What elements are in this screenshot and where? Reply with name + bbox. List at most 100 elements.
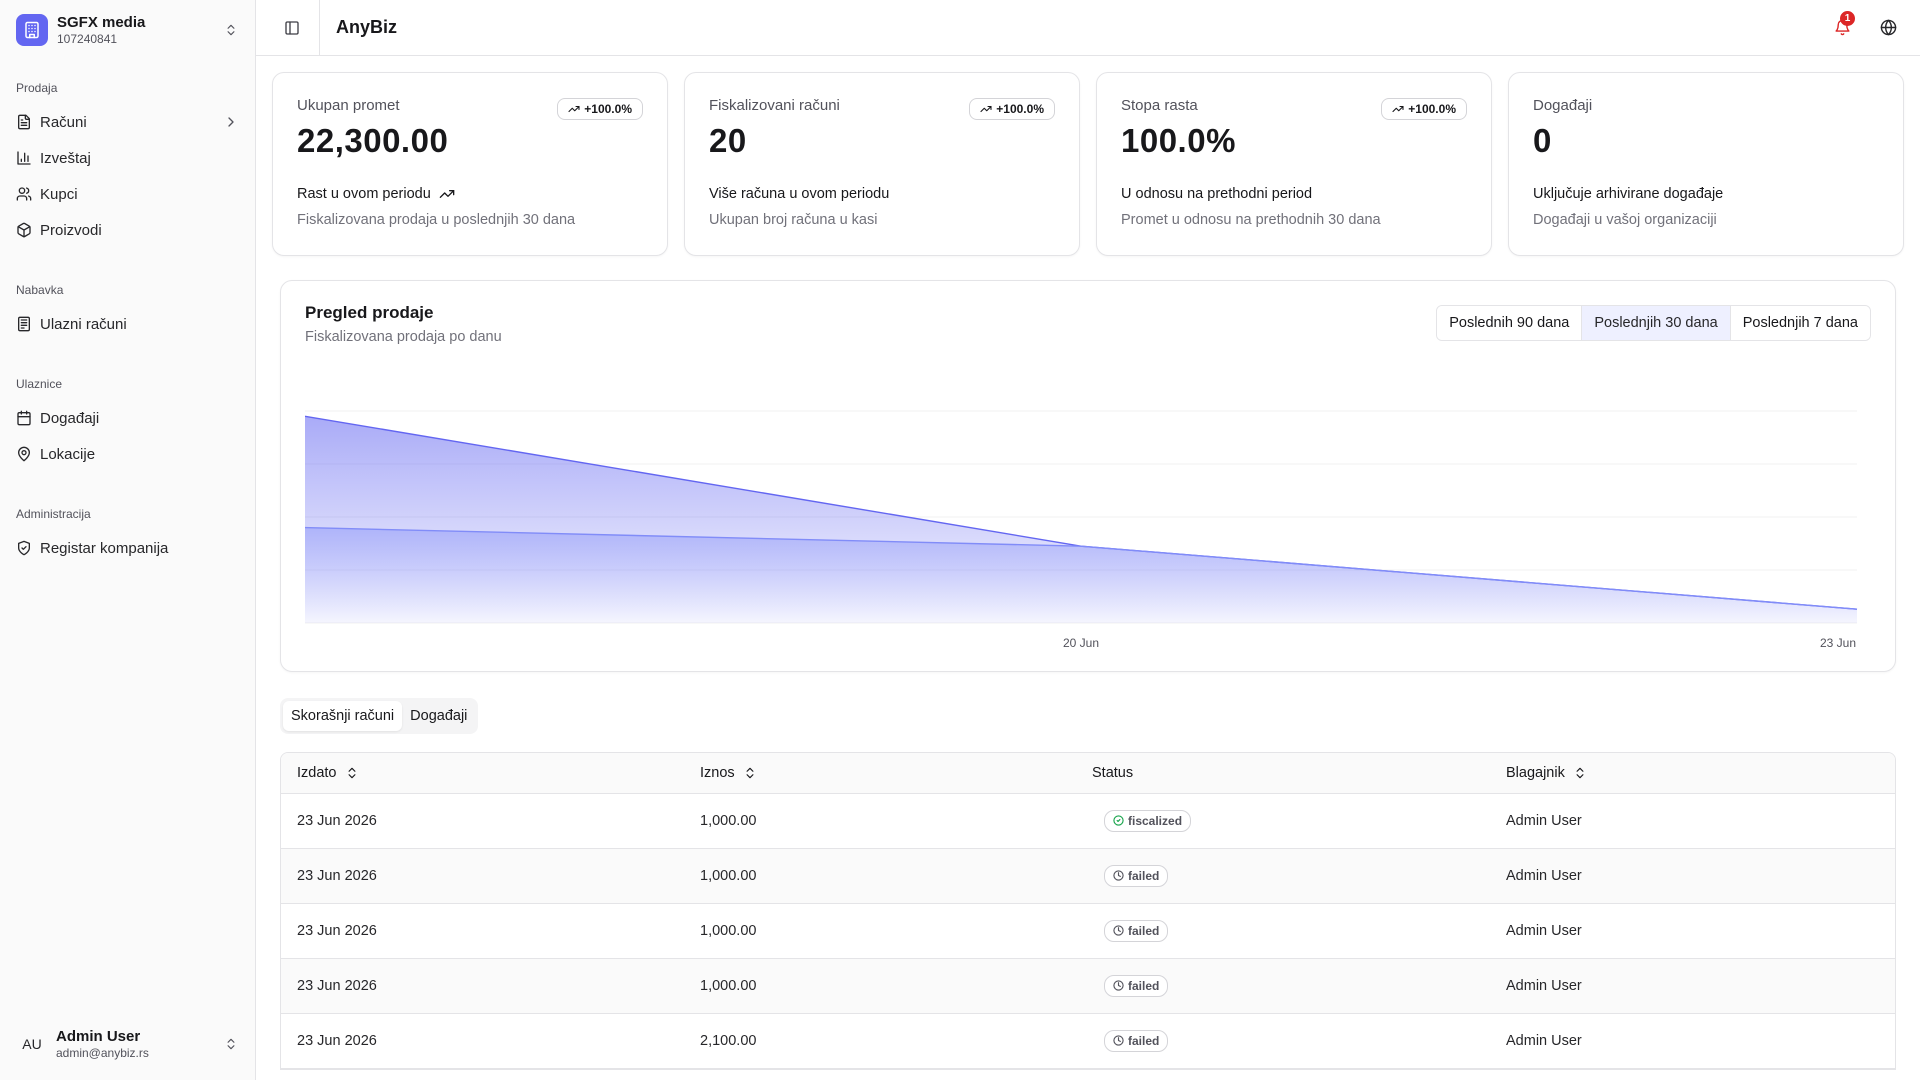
table-row[interactable]: 23 Jun 2026 1,000.00 failed Admin User	[281, 848, 1895, 903]
cell-amount: 1,000.00	[700, 922, 757, 939]
stat-footer-desc: Fiskalizovana prodaja u poslednjih 30 da…	[297, 212, 576, 228]
table-row[interactable]: 23 Jun 2026 1,000.00 failed Admin User	[281, 958, 1895, 1013]
status-text: failed	[1128, 868, 1160, 883]
trend-value: +100.0%	[1408, 102, 1456, 116]
column-header-blagajnik[interactable]: Blagajnik	[1490, 753, 1895, 793]
map-pin-icon	[16, 446, 32, 462]
clock-icon	[1113, 1035, 1124, 1046]
package-icon	[16, 222, 32, 238]
nav-item-label: Računi	[40, 113, 87, 131]
stat-label: Fiskalizovani računi	[709, 97, 840, 114]
building-icon	[16, 14, 48, 46]
table-header-row: Izdato Iznos Status Blagajnik	[281, 753, 1895, 793]
nav-group-label: Ulaznice	[16, 377, 63, 391]
trend-badge: +100.0%	[1381, 98, 1467, 120]
range-7-days-button[interactable]: Poslednjih 7 dana	[1730, 306, 1870, 340]
cell-date: 23 Jun 2026	[297, 922, 377, 939]
trending-up-icon	[1392, 105, 1404, 113]
stat-footer-title: Rast u ovom periodu	[297, 186, 643, 202]
cell-cashier: Admin User	[1506, 812, 1582, 829]
table-row[interactable]: 23 Jun 2026 2,100.00 failed Admin User	[281, 1013, 1895, 1068]
cell-status: failed	[1076, 958, 1490, 1013]
trend-value: +100.0%	[584, 102, 632, 116]
status-text: failed	[1128, 978, 1160, 993]
column-label: Izdato	[297, 764, 337, 781]
table-row[interactable]: 23 Jun 2026 1,000.00 fiscalized Admin User	[281, 793, 1895, 848]
notification-badge: 1	[1840, 10, 1855, 26]
nav-group-nabavka: Nabavka Ulazni računi	[0, 280, 255, 342]
chart-areas	[305, 415, 1858, 623]
check-circle-icon	[1113, 815, 1124, 826]
cell-date: 23 Jun 2026	[297, 867, 377, 884]
tab-dogadjaji[interactable]: Događaji	[410, 708, 468, 724]
range-toggle-group: Poslednih 90 dana Poslednjih 30 dana Pos…	[1436, 305, 1871, 341]
sort-icon	[348, 767, 355, 778]
stat-card-fiskalizovani-racuni: Fiskalizovani računi 20 +100.0% Više rač…	[684, 72, 1080, 256]
nav-item-dogadjaji[interactable]: Događaji	[16, 400, 239, 436]
stat-value: 100.0%	[1121, 122, 1236, 159]
stat-value: 20	[709, 122, 747, 159]
clock-icon	[1113, 980, 1124, 991]
user-name: Admin User	[56, 1027, 141, 1045]
cell-date: 23 Jun 2026	[297, 812, 377, 829]
cell-status: fiscalized	[1076, 793, 1490, 848]
org-name: SGFX media	[57, 13, 146, 31]
stat-footer-desc: Ukupan broj računa u kasi	[709, 212, 878, 228]
org-switcher[interactable]: SGFX media 107240841	[0, 2, 255, 58]
stat-card-ukupan-promet: Ukupan promet 22,300.00 +100.0% Rast u o…	[272, 72, 668, 256]
chevron-right-icon	[223, 114, 239, 130]
trend-badge: +100.0%	[557, 98, 643, 120]
status-badge: failed	[1104, 864, 1169, 887]
column-label: Blagajnik	[1506, 764, 1565, 781]
nav-group-prodaja: Prodaja Računi Izveštaj Kupci Proizvodi	[0, 78, 255, 248]
nav-item-label: Ulazni računi	[40, 315, 127, 333]
x-tick-label: 20 Jun	[1063, 636, 1099, 650]
column-label: Iznos	[700, 764, 735, 781]
status-text: fiscalized	[1128, 813, 1183, 828]
shield-icon	[16, 540, 32, 556]
notifications-button[interactable]: 1	[1826, 10, 1858, 44]
table-row[interactable]: 23 Jun 2026 1,000.00 failed Admin User	[281, 903, 1895, 958]
user-email: admin@anybiz.rs	[56, 1045, 149, 1060]
calendar-icon	[16, 410, 32, 426]
users-icon	[16, 186, 32, 202]
nav-item-proizvodi[interactable]: Proizvodi	[16, 212, 239, 248]
stat-value: 22,300.00	[297, 122, 449, 159]
cell-date: 23 Jun 2026	[297, 977, 377, 994]
range-30-days-button[interactable]: Poslednjih 30 dana	[1582, 306, 1731, 340]
trend-value: +100.0%	[996, 102, 1044, 116]
column-header-izdato[interactable]: Izdato	[281, 753, 684, 793]
tab-skorasnji-racuni[interactable]: Skorašnji računi	[283, 701, 403, 731]
user-menu[interactable]: AU Admin User admin@anybiz.rs	[0, 1020, 255, 1068]
nav-item-ulazni-racuni[interactable]: Ulazni računi	[16, 306, 239, 342]
sales-chart-card: Pregled prodaje Fiskalizovana prodaja po…	[280, 280, 1896, 672]
recent-invoices-table: Izdato Iznos Status Blagajnik 23 Jun 202…	[280, 752, 1896, 1070]
language-button[interactable]	[1872, 12, 1904, 44]
nav-item-label: Izveštaj	[40, 149, 91, 167]
nav-item-racuni[interactable]: Računi	[16, 104, 239, 140]
stat-footer-text: Uključuje arhivirane događaje	[1533, 186, 1724, 202]
cell-amount: 1,000.00	[700, 867, 757, 884]
sidebar-toggle-button[interactable]	[278, 14, 306, 42]
nav-group-ulaznice: Ulaznice Događaji Lokacije	[0, 374, 255, 472]
nav-item-label: Registar kompanija	[40, 539, 169, 557]
avatar: AU	[22, 1036, 42, 1052]
org-id: 107240841	[57, 31, 118, 46]
nav-item-izvestaj[interactable]: Izveštaj	[16, 140, 239, 176]
nav-item-registar-kompanija[interactable]: Registar kompanija	[16, 530, 239, 566]
cell-status: failed	[1076, 1013, 1490, 1068]
stat-footer-title: Uključuje arhivirane događaje	[1533, 186, 1879, 202]
clock-icon	[1113, 925, 1124, 936]
series-line-1	[305, 526, 1858, 610]
top-bar: AnyBiz 1	[256, 0, 1920, 56]
status-badge: failed	[1104, 974, 1169, 997]
nav-item-lokacije[interactable]: Lokacije	[16, 436, 239, 472]
nav-group-label: Nabavka	[16, 283, 64, 297]
nav-item-kupci[interactable]: Kupci	[16, 176, 239, 212]
status-text: failed	[1128, 923, 1160, 938]
column-header-iznos[interactable]: Iznos	[684, 753, 1076, 793]
column-header-status: Status	[1092, 764, 1134, 781]
stat-card-stopa-rasta: Stopa rasta 100.0% +100.0% U odnosu na p…	[1096, 72, 1492, 256]
sort-icon	[1576, 767, 1584, 778]
range-90-days-button[interactable]: Poslednih 90 dana	[1437, 306, 1583, 340]
